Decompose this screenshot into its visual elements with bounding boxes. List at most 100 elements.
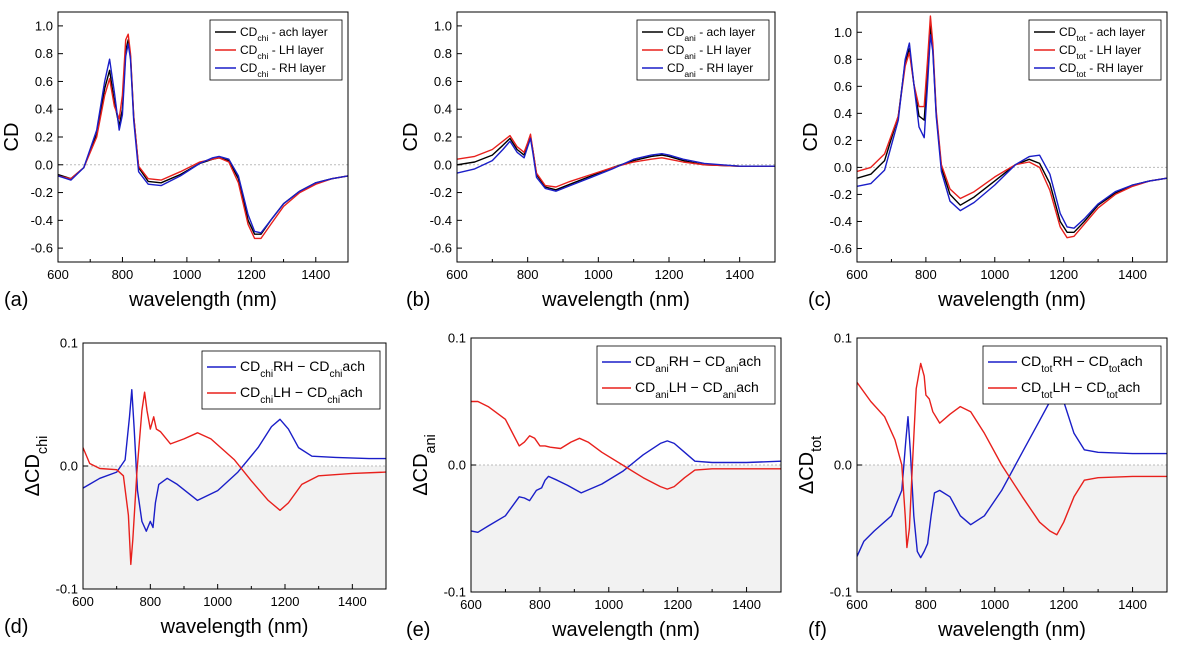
y-tick-label-c-2: -0.2 bbox=[830, 187, 852, 202]
x-axis-label-c: wavelength (nm) bbox=[937, 289, 1086, 311]
x-tick-label-b-2: 1000 bbox=[584, 267, 613, 282]
panel-label-f: (f) bbox=[808, 619, 827, 641]
panel-f: 600 800 1000 1200 1400 -0.1 0.0 0.1 wavelength (… bbox=[796, 331, 1168, 641]
y-tick-label-f-2: 0.1 bbox=[834, 331, 852, 346]
y-tick-label-b-6: 0.6 bbox=[434, 74, 452, 89]
x-tick-label-f-1: 800 bbox=[915, 597, 937, 612]
series-line-b-2 bbox=[457, 137, 775, 192]
x-tick-label-b-1: 800 bbox=[517, 267, 539, 282]
y-tick-label-b-0: -0.6 bbox=[430, 241, 452, 256]
panel-e: 600 800 1000 1200 1400 -0.1 0.0 0.1 wavelength (… bbox=[406, 331, 782, 641]
x-tick-label-e-4: 1400 bbox=[732, 597, 761, 612]
y-tick-label-a-2: -0.2 bbox=[31, 185, 53, 200]
series-line-e-1 bbox=[471, 400, 781, 490]
y-axis-label-c: CD bbox=[800, 123, 822, 152]
x-tick-label-c-3: 1200 bbox=[1049, 267, 1078, 282]
legend-label-f-1: CDtotLH − CDtotach bbox=[1021, 379, 1140, 401]
x-tick-label-a-3: 1200 bbox=[237, 267, 266, 282]
y-axis-label-b: CD bbox=[400, 123, 422, 152]
panel-label-c: (c) bbox=[808, 289, 831, 311]
series-line-b-0 bbox=[457, 136, 775, 191]
legend-label-c-2: CDtot - RH layer bbox=[1059, 61, 1143, 79]
y-tick-label-d-0: -0.1 bbox=[56, 582, 78, 597]
x-tick-label-e-0: 600 bbox=[460, 597, 482, 612]
x-axis-label-d: wavelength (nm) bbox=[160, 616, 309, 638]
y-tick-label-c-7: 0.8 bbox=[834, 52, 852, 67]
y-axis-label-a: CD bbox=[1, 123, 23, 152]
legend-box-e bbox=[596, 345, 776, 405]
series-line-b-1 bbox=[457, 133, 775, 188]
x-tick-label-b-0: 600 bbox=[446, 267, 468, 282]
series-line-d-1 bbox=[83, 391, 386, 566]
x-tick-label-a-4: 1400 bbox=[301, 267, 330, 282]
x-tick-label-d-0: 600 bbox=[72, 594, 94, 609]
x-tick-label-b-3: 1200 bbox=[655, 267, 684, 282]
panel-label-a: (a) bbox=[4, 289, 28, 311]
x-tick-label-e-2: 1000 bbox=[594, 597, 623, 612]
panel-d: 600 800 1000 1200 1400 -0.1 0.0 0.1 wavelength (… bbox=[4, 336, 387, 638]
legend-label-b-1: CDani - LH layer bbox=[667, 43, 751, 61]
legend-label-c-1: CDtot - LH layer bbox=[1059, 43, 1141, 61]
x-tick-label-f-2: 1000 bbox=[980, 597, 1009, 612]
negative-shade-e bbox=[471, 465, 781, 592]
x-tick-label-f-0: 600 bbox=[846, 597, 868, 612]
y-tick-label-b-2: -0.2 bbox=[430, 185, 452, 200]
y-tick-label-a-6: 0.6 bbox=[35, 74, 53, 89]
y-tick-label-f-1: 0.0 bbox=[834, 458, 852, 473]
x-tick-label-c-1: 800 bbox=[915, 267, 937, 282]
y-tick-label-c-4: 0.2 bbox=[834, 133, 852, 148]
y-tick-label-c-3: 0.0 bbox=[834, 160, 852, 175]
legend-label-a-2: CDchi - RH layer bbox=[240, 61, 326, 79]
x-tick-label-c-0: 600 bbox=[846, 267, 868, 282]
y-tick-label-a-4: 0.2 bbox=[35, 130, 53, 145]
y-axis-label-d: ΔCDchi bbox=[22, 436, 51, 497]
x-tick-label-b-4: 1400 bbox=[725, 267, 754, 282]
panel-label-b: (b) bbox=[406, 289, 430, 311]
negative-shade-f bbox=[857, 465, 1167, 592]
y-tick-label-c-0: -0.6 bbox=[830, 241, 852, 256]
y-tick-label-a-7: 0.8 bbox=[35, 46, 53, 61]
x-tick-label-a-0: 600 bbox=[47, 267, 69, 282]
y-tick-label-b-1: -0.4 bbox=[430, 213, 452, 228]
panel-label-e: (e) bbox=[406, 619, 430, 641]
series-line-a-2 bbox=[58, 43, 348, 234]
x-tick-label-a-2: 1000 bbox=[172, 267, 201, 282]
legend-label-e-0: CDaniRH − CDaniach bbox=[635, 353, 761, 375]
y-tick-label-c-8: 1.0 bbox=[834, 25, 852, 40]
y-axis-label-e: ΔCDani bbox=[410, 434, 439, 495]
legend-label-e-1: CDaniLH − CDaniach bbox=[635, 379, 759, 401]
x-tick-label-c-2: 1000 bbox=[980, 267, 1009, 282]
y-tick-label-a-1: -0.4 bbox=[31, 213, 53, 228]
y-tick-label-b-3: 0.0 bbox=[434, 157, 452, 172]
y-tick-label-f-0: -0.1 bbox=[830, 585, 852, 600]
y-tick-label-c-5: 0.4 bbox=[834, 106, 852, 121]
legend-label-b-2: CDani - RH layer bbox=[667, 61, 753, 79]
x-tick-label-e-1: 800 bbox=[529, 597, 551, 612]
x-axis-label-e: wavelength (nm) bbox=[551, 619, 700, 641]
x-tick-label-c-4: 1400 bbox=[1118, 267, 1147, 282]
y-tick-label-a-8: 1.0 bbox=[35, 18, 53, 33]
x-tick-label-d-2: 1000 bbox=[203, 594, 232, 609]
y-tick-label-a-3: 0.0 bbox=[35, 157, 53, 172]
series-line-a-1 bbox=[58, 33, 348, 240]
y-tick-label-a-0: -0.6 bbox=[31, 241, 53, 256]
y-tick-label-e-0: -0.1 bbox=[444, 585, 466, 600]
x-tick-label-e-3: 1200 bbox=[663, 597, 692, 612]
y-tick-label-b-5: 0.4 bbox=[434, 102, 452, 117]
legend-label-f-0: CDtotRH − CDtotach bbox=[1021, 353, 1143, 375]
plot-frame-c bbox=[856, 11, 1168, 263]
y-tick-label-e-1: 0.0 bbox=[448, 458, 466, 473]
legend-label-a-0: CDchi - ach layer bbox=[240, 25, 328, 43]
legend-box-d bbox=[201, 350, 381, 410]
legend-box-f bbox=[982, 345, 1162, 405]
x-tick-label-d-3: 1200 bbox=[271, 594, 300, 609]
x-tick-label-f-3: 1200 bbox=[1049, 597, 1078, 612]
y-tick-label-b-7: 0.8 bbox=[434, 46, 452, 61]
y-tick-label-e-2: 0.1 bbox=[448, 331, 466, 346]
y-tick-label-c-1: -0.4 bbox=[830, 214, 852, 229]
x-axis-label-a: wavelength (nm) bbox=[128, 289, 277, 311]
x-axis-label-b: wavelength (nm) bbox=[541, 289, 690, 311]
legend-label-a-1: CDchi - LH layer bbox=[240, 43, 324, 61]
series-line-d-0 bbox=[83, 389, 386, 532]
legend-label-b-0: CDani - ach layer bbox=[667, 25, 755, 43]
